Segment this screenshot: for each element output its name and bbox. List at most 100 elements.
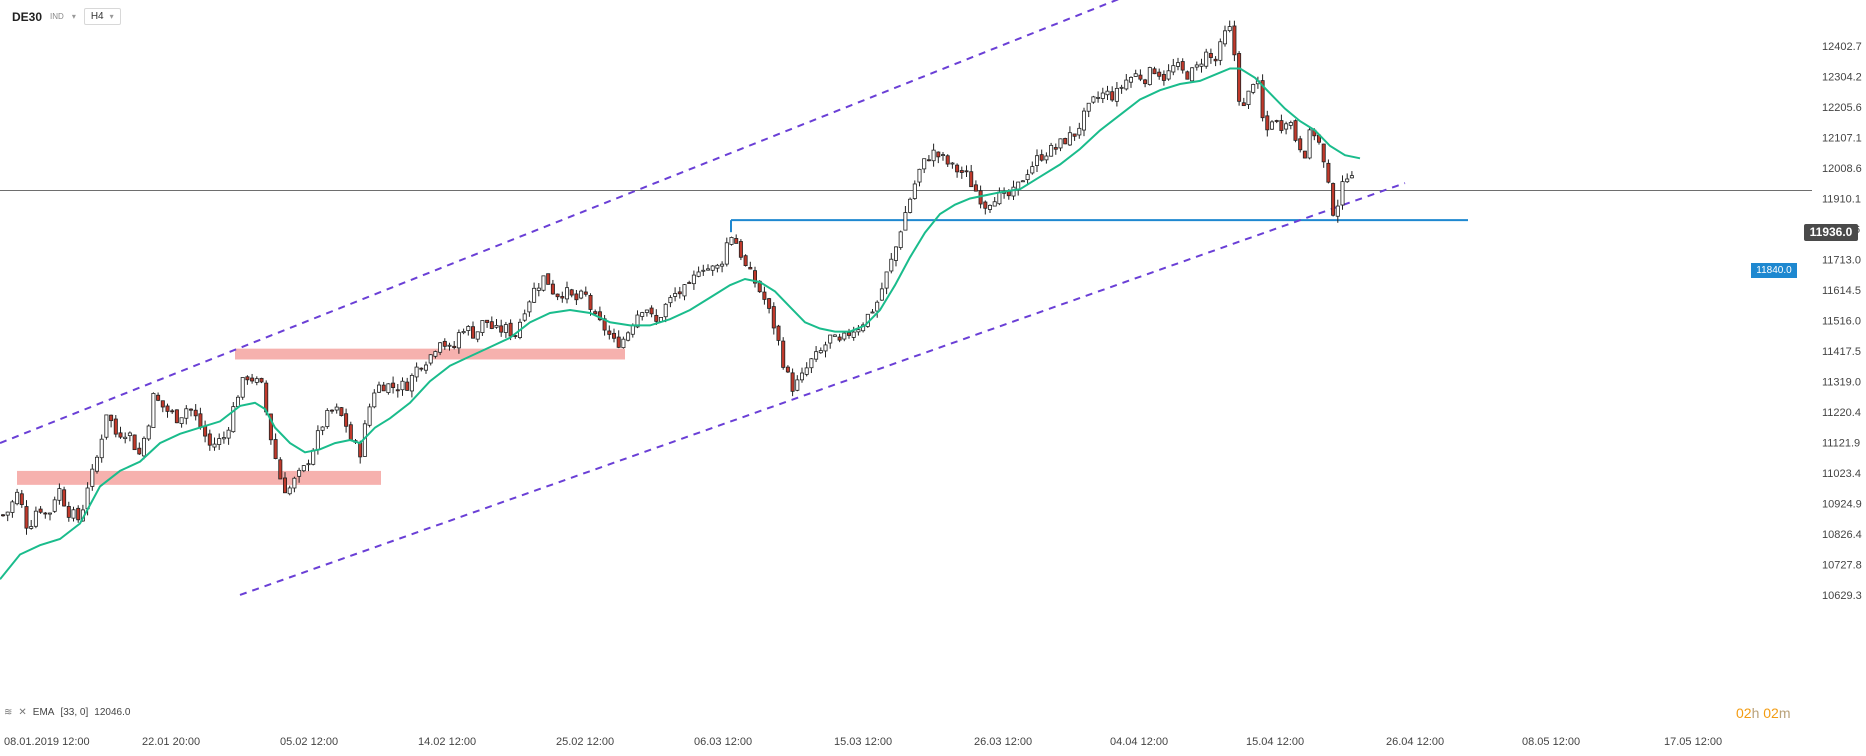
candle-body [1025,174,1030,181]
candle-body [738,241,743,258]
candle-body [24,506,29,529]
candle-body [1124,79,1129,90]
candle-body [90,468,95,487]
candle-body [19,493,24,505]
candle-body [1082,110,1087,131]
candle-body [438,342,443,353]
indicator-params: [33, 0] [60,707,89,718]
time-axis[interactable]: 08.01.2019 12:00 22.01 20:00 05.02 12:00 14… [4,736,1722,748]
candle-body [1185,71,1190,80]
candle-body [1044,155,1049,161]
candle-body [405,381,410,391]
candle-body [945,155,950,165]
candle-body [188,408,193,411]
candle-body [720,263,725,267]
candle-body [221,437,226,440]
candle-body [687,282,692,284]
candle-body [5,511,10,516]
price-tick-label: 10924.9 [1822,498,1862,510]
indicator-value: 12046.0 [94,707,131,718]
candle-body [320,426,325,431]
candle-body [386,383,391,393]
support-level-tag[interactable]: 11840.0 [1751,263,1797,278]
candle-body [682,284,687,297]
candle-body [334,406,339,411]
candle-body [1049,144,1054,157]
candle-body [381,384,386,392]
candle-body [132,434,137,451]
candle-body [579,290,584,299]
settings-icon[interactable]: ≋ [4,707,13,718]
candle-body [1058,138,1063,149]
close-icon[interactable]: ✕ [18,707,27,718]
candle-body [527,301,532,313]
candle-body [536,287,541,291]
candle-body [118,432,123,438]
candle-body [306,463,311,466]
candle-body [52,499,57,512]
timeframe-select[interactable]: H4 ▾ [83,8,121,25]
candle-body [1204,51,1209,67]
candle-body [240,377,245,398]
candle-body [273,439,278,459]
candle-body [1053,147,1058,150]
indicator-legend: ≋ ✕ EMA [33, 0] 12046.0 [4,707,130,718]
candle-body [1223,30,1228,45]
candle-body [146,425,151,440]
candle-body [33,510,38,527]
price-tick-label: 12008.6 [1822,163,1862,175]
candle-body [767,298,772,309]
zone-rect [17,470,381,485]
price-tick-label: 11910.1 [1822,193,1861,205]
chevron-down-icon[interactable]: ▾ [71,12,76,21]
candle-body [0,514,6,517]
candle-body [141,437,146,457]
candle-body [574,293,579,301]
candle-body [616,336,621,348]
candle-body [560,296,565,299]
price-tick-label: 11121.9 [1822,437,1860,449]
candle-body [546,273,551,285]
chevron-down-icon: ▾ [109,12,114,21]
candle-body [38,508,43,513]
candle-body [245,376,250,381]
price-axis[interactable]: 12402.7 12304.2 12205.6 12107.1 12008.6 11910… [1822,41,1862,602]
candle-body [1227,26,1232,32]
candle-body [1246,90,1251,106]
candle-body [1100,92,1105,99]
candle-body [1114,87,1119,102]
candle-body [235,396,240,407]
candle-body [1152,68,1157,75]
current-price-tag: 11936.0 [1804,224,1858,241]
candle-body [729,237,734,245]
candle-body [15,491,20,505]
candle-body [640,312,645,317]
candle-body [104,414,109,438]
candle-body [282,477,287,494]
candle-body [762,291,767,300]
symbol-label[interactable]: DE30 [12,9,43,24]
candle-body [771,306,776,329]
candle-body [66,505,71,518]
candle-body [165,405,170,412]
candle-body [583,291,588,295]
time-tick-label: 15.04 12:00 [1246,736,1304,748]
candle-body [818,350,823,354]
indicator-name: EMA [32,707,55,718]
candle-body [10,501,15,513]
candle-body [710,265,715,271]
candle-body [499,325,504,333]
candle-body [621,338,626,349]
candle-body [325,410,330,427]
timeframe-value: H4 [90,11,104,22]
candle-body [198,413,203,428]
candle-body [706,268,711,271]
candle-body [503,324,508,333]
candle-body [1119,86,1124,89]
candle-body [673,293,678,297]
candle-body [339,407,344,416]
candle-body [259,377,264,383]
trend-channel[interactable] [0,0,1406,596]
candle-body [160,400,165,408]
